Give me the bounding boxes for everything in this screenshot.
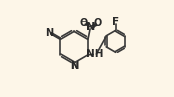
Text: O: O <box>80 18 88 28</box>
Text: N: N <box>70 61 78 71</box>
Text: N: N <box>70 61 78 71</box>
Text: O: O <box>94 18 102 28</box>
Text: F: F <box>112 17 119 27</box>
Text: NH: NH <box>86 49 104 59</box>
Text: +: + <box>90 21 96 30</box>
Text: N: N <box>86 22 96 32</box>
Text: −: − <box>79 17 86 26</box>
Text: N: N <box>70 61 78 71</box>
Text: N: N <box>45 28 54 38</box>
